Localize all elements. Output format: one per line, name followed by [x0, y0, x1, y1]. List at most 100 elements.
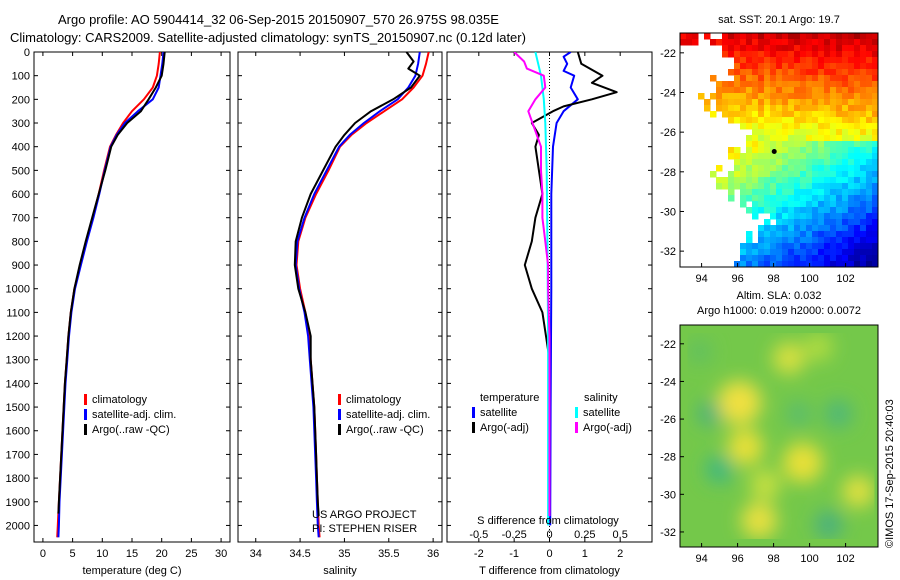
sst-cell [776, 165, 783, 172]
sst-cell [782, 93, 789, 100]
sst-cell [806, 39, 813, 46]
sst-cell [800, 87, 807, 94]
sst-cell [830, 117, 837, 124]
sst-cell [812, 249, 819, 256]
sst-cell [842, 231, 849, 238]
sst-cell [776, 141, 783, 148]
sst-cell [716, 165, 723, 172]
sst-cell [794, 69, 801, 76]
sst-cell [758, 153, 765, 160]
sst-cell [788, 225, 795, 232]
sst-cell [872, 117, 878, 124]
sst-cell [758, 45, 765, 52]
sst-cell [824, 81, 831, 88]
sst-cell [830, 201, 837, 208]
sst-cell [866, 63, 873, 70]
sst-cell [752, 33, 759, 40]
sst-cell [866, 57, 873, 64]
sst-cell [836, 159, 843, 166]
sst-cell [872, 147, 878, 154]
sst-cell [842, 51, 849, 58]
sst-cell [860, 177, 867, 184]
sst-cell [788, 159, 795, 166]
y-tick-label: 1000 [6, 284, 30, 296]
x-tick-label: -1 [509, 548, 519, 560]
sst-cell [836, 93, 843, 100]
sst-cell [842, 159, 849, 166]
sst-cell [782, 105, 789, 112]
sst-cell [764, 183, 771, 190]
sst-cell [740, 261, 747, 267]
sst-cell [836, 147, 843, 154]
sla-blob [741, 502, 778, 539]
sst-cell [866, 129, 873, 136]
sst-cell [842, 243, 849, 250]
sst-cell [740, 45, 747, 52]
sst-cell [848, 99, 855, 106]
sst-cell [848, 117, 855, 124]
sst-cell [806, 117, 813, 124]
sst-cell [848, 159, 855, 166]
sst-cell [746, 111, 753, 118]
sst-cell [770, 177, 777, 184]
sst-cell [692, 33, 699, 40]
sst-cell [710, 171, 717, 178]
sst-cell [860, 45, 867, 52]
legend-swatch [575, 422, 578, 433]
sst-cell [740, 105, 747, 112]
sst-cell [704, 33, 711, 40]
y-tick-label: 500 [12, 165, 30, 177]
sst-cell [734, 111, 741, 118]
sst-cell [776, 237, 783, 244]
sst-cell [794, 111, 801, 118]
legend-label: Argo(-adj) [480, 422, 529, 434]
sst-cell [728, 171, 735, 178]
sst-cell [788, 129, 795, 136]
sst-cell [734, 93, 741, 100]
sst-cell [794, 45, 801, 52]
sst-cell [764, 225, 771, 232]
sst-cell [872, 255, 878, 262]
sst-cell [818, 123, 825, 130]
sst-cell [788, 183, 795, 190]
sst-cell [860, 99, 867, 106]
sst-cell [836, 213, 843, 220]
sst-cell [854, 225, 861, 232]
sst-cell [812, 153, 819, 160]
y-tick-label: 1200 [6, 331, 30, 343]
sst-cell [800, 207, 807, 214]
sst-cell [782, 45, 789, 52]
sst-cell [860, 261, 867, 267]
y-tick-label: 0 [24, 47, 30, 59]
sla-blob [814, 510, 843, 539]
sst-cell [806, 219, 813, 226]
sst-cell [866, 171, 873, 178]
sst-cell [860, 249, 867, 256]
sst-cell [722, 93, 729, 100]
sst-cell [860, 255, 867, 262]
sst-cell [764, 249, 771, 256]
sst-cell [830, 51, 837, 58]
sst-cell [764, 261, 771, 267]
sst-cell [812, 51, 819, 58]
sst-cell [830, 75, 837, 82]
x-tick-label: 1 [582, 548, 588, 560]
sst-cell [872, 33, 878, 40]
x-tick-label: -2 [474, 548, 484, 560]
sst-cell [788, 51, 795, 58]
sst-cell [776, 171, 783, 178]
sst-cell [752, 171, 759, 178]
sst-cell [860, 207, 867, 214]
sst-cell [740, 39, 747, 46]
sst-cell [794, 249, 801, 256]
sst-cell [842, 33, 849, 40]
sst-cell [752, 207, 759, 214]
sst-cell [758, 63, 765, 70]
sst-cell [860, 117, 867, 124]
sst-cell [788, 45, 795, 52]
sst-cell [806, 165, 813, 172]
title-line-2: Climatology: CARS2009. Satellite-adjuste… [10, 30, 526, 45]
sst-cell [734, 63, 741, 70]
sst-cell [794, 231, 801, 238]
sst-cell [806, 147, 813, 154]
